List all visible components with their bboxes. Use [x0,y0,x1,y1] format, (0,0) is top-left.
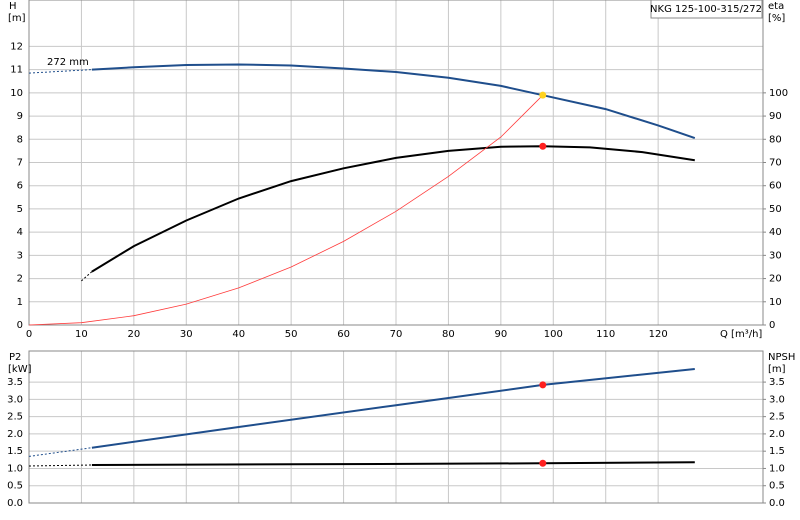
x-tick-label: 120 [649,329,668,340]
y-tick-label: 1 [17,297,23,308]
y2-tick-label: 40 [769,227,782,238]
y-tick-label: 11 [10,65,23,76]
y-axis-unit: [m] [8,13,26,24]
curve [28,447,92,457]
y-tick-label: 7 [17,158,23,169]
y2-tick-label: 20 [769,274,782,285]
y-axis-unit: [kW] [8,364,32,375]
curve [91,145,695,273]
y2-axis-label: eta [768,1,784,12]
x-tick-label: 90 [494,329,507,340]
y-tick-label: 2.0 [7,429,23,440]
y-tick-label: 1.0 [7,463,23,474]
y-axis-label: H [9,1,17,12]
x-tick-label: 100 [544,329,563,340]
x-tick-label: 50 [285,329,298,340]
y-tick-label: 9 [17,111,23,122]
y2-tick-label: 90 [769,111,782,122]
y2-tick-label: 0.0 [769,498,785,509]
y2-tick-label: 70 [769,158,782,169]
curve [28,464,92,467]
y2-tick-label: 60 [769,181,782,192]
y-tick-label: 3 [17,250,23,261]
duty-point [539,142,547,150]
x-tick-label: 40 [232,329,245,340]
y2-axis-label: NPSH [768,352,795,363]
y-tick-label: 3.5 [7,377,23,388]
x-tick-label: 60 [337,329,350,340]
x-tick-label: 110 [596,329,615,340]
x-tick-label: 0 [26,329,32,340]
curve [28,94,544,326]
y2-tick-label: 30 [769,250,782,261]
y-tick-label: 5 [17,204,23,215]
curve [91,461,695,466]
y2-tick-label: 0.5 [769,481,785,492]
y-axis-label: P2 [9,352,21,363]
curve [91,63,696,140]
plot-frame [28,350,764,504]
y-tick-label: 0 [17,320,23,331]
y2-tick-label: 1.0 [769,463,785,474]
y2-tick-label: 100 [769,88,788,99]
y-tick-label: 1.5 [7,446,23,457]
y2-tick-label: 10 [769,297,782,308]
curve-annotation: 272 mm [47,57,89,68]
plot-frame [28,0,764,326]
curve [28,69,92,74]
x-tick-label: 10 [75,329,88,340]
y-tick-label: 10 [10,88,23,99]
y2-tick-label: 0 [769,320,775,331]
x-tick-label: 80 [442,329,455,340]
x-tick-label: 70 [390,329,403,340]
curve [91,368,695,449]
y-tick-label: 2.5 [7,412,23,423]
chart-title: NKG 125-100-315/272 [650,4,762,15]
y2-tick-label: 3.0 [769,394,785,405]
y2-tick-label: 2.0 [769,429,785,440]
y2-tick-label: 50 [769,204,782,215]
x-axis-label: Q [m³/h] [720,329,762,340]
duty-point [539,459,547,467]
y-tick-label: 2 [17,274,23,285]
y-tick-label: 0.0 [7,498,23,509]
duty-point [539,381,547,389]
y2-tick-label: 80 [769,134,782,145]
y2-axis-unit: [m] [768,364,786,375]
y2-tick-label: 3.5 [769,377,785,388]
x-tick-label: 20 [127,329,140,340]
curve [81,271,93,282]
y2-tick-label: 1.5 [769,446,785,457]
x-tick-label: 30 [180,329,193,340]
y2-axis-unit: [%] [768,13,785,24]
duty-point [539,91,547,99]
y2-tick-label: 2.5 [769,412,785,423]
y-tick-label: 6 [17,181,23,192]
y-tick-label: 4 [17,227,23,238]
y-tick-label: 0.5 [7,481,23,492]
title-box [650,0,763,19]
y-tick-label: 3.0 [7,394,23,405]
y-tick-label: 8 [17,134,23,145]
y-tick-label: 12 [10,41,23,52]
